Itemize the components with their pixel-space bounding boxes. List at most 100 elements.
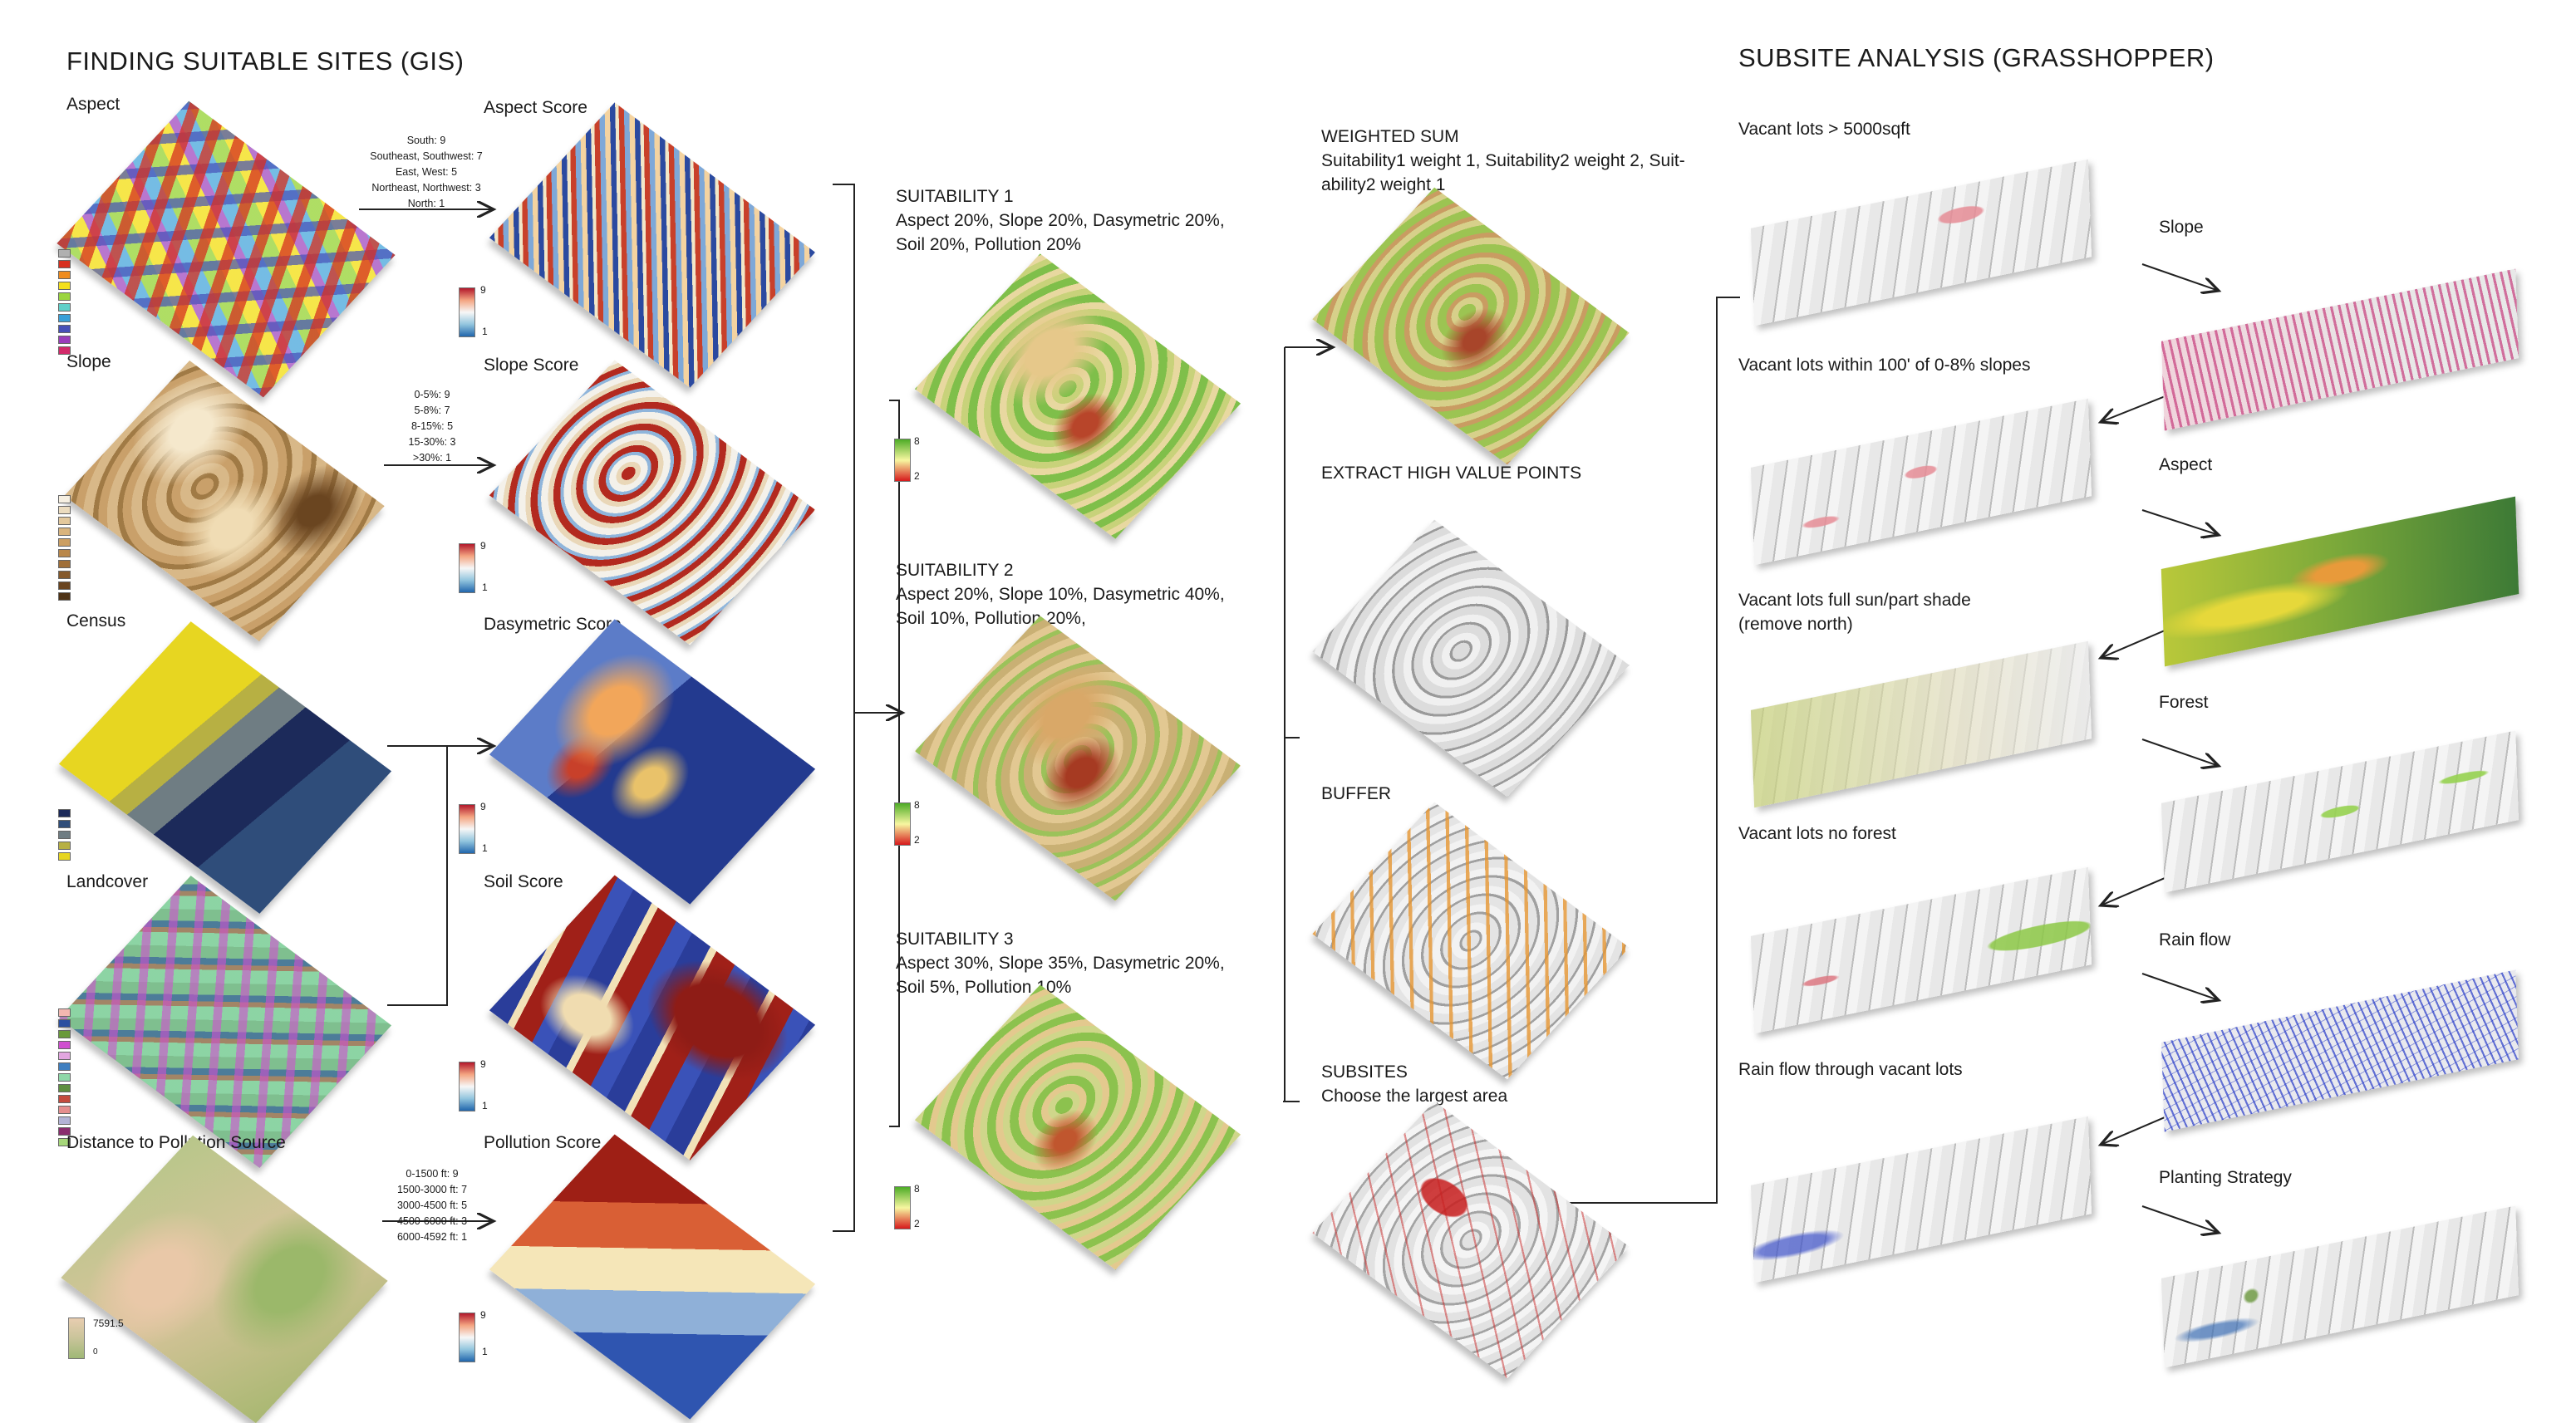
soil-score-label: Soil Score	[484, 872, 563, 891]
legend-row	[58, 1007, 75, 1018]
legend-swatch	[58, 527, 71, 536]
aspect-score-ramp-bottom: 1	[482, 326, 488, 337]
suitability-2-ramp-top: 8	[914, 799, 920, 811]
slope-score-ramp-bottom: 1	[482, 581, 488, 593]
arrow-r5	[2141, 1205, 2219, 1233]
slope-legend	[58, 493, 75, 601]
bracket-suitability-right	[889, 400, 900, 1127]
legend-row	[58, 537, 75, 547]
arrow-r1	[2141, 263, 2219, 291]
suitability-1-ramp-top: 8	[914, 435, 920, 447]
legend-row	[58, 1050, 75, 1061]
step-sun-label: Vacant lots full sun/part shade	[1738, 591, 1971, 610]
legend-row	[58, 1126, 75, 1136]
legend-row	[58, 323, 75, 334]
arrow-r3	[2141, 738, 2219, 766]
legend-swatch	[58, 281, 71, 290]
legend-swatch	[58, 851, 71, 861]
pollution-rule: 0-1500 ft: 9	[406, 1168, 459, 1180]
suitability-3-ramp	[894, 1186, 911, 1229]
legend-swatch	[58, 1105, 71, 1114]
aspect-rule: Southeast, Southwest: 7	[370, 150, 483, 162]
slope-score-ramp-top: 9	[480, 540, 486, 552]
legend-row	[58, 807, 75, 818]
legend-swatch	[58, 1126, 71, 1136]
arrow-r2	[2141, 509, 2219, 535]
legend-swatch	[58, 1018, 71, 1028]
legend-row	[58, 829, 75, 840]
suitability-3-text: SUITABILITY 3 Aspect 30%, Slope 35%, Das…	[896, 927, 1225, 999]
suitability-2-weights-a: Aspect 20%, Slope 10%, Dasymetric 40%,	[896, 585, 1225, 604]
weighted-sum-desc-b: ability2 weight 1	[1321, 175, 1446, 194]
suitability-1-text: SUITABILITY 1 Aspect 20%, Slope 20%, Das…	[896, 184, 1225, 257]
legend-swatch	[58, 1083, 71, 1092]
legend-row	[58, 291, 75, 302]
legend-swatch	[58, 1040, 71, 1049]
suitability-1-title: SUITABILITY 1	[896, 187, 1014, 206]
legend-row	[58, 1136, 75, 1147]
legend-row	[58, 1104, 75, 1115]
pollution-score-ramp-bottom: 1	[482, 1346, 488, 1357]
legend-row	[58, 312, 75, 323]
legend-swatch	[58, 1008, 71, 1017]
arrow-r4	[2141, 973, 2219, 1000]
weighted-sum-text: WEIGHTED SUM Suitability1 weight 1, Suit…	[1321, 125, 1685, 197]
dasymetric-score-ramp-top: 9	[480, 801, 486, 812]
pollution-ramp-bottom: 0	[93, 1347, 98, 1357]
dasymetric-score-label: Dasymetric Score	[484, 615, 622, 634]
aspect-rule: North: 1	[407, 198, 445, 209]
legend-swatch	[58, 1029, 71, 1038]
aspect-rules: South: 9 Southeast, Southwest: 7 East, W…	[356, 133, 497, 212]
suitability-1-weights-b: Soil 20%, Pollution 20%	[896, 235, 1081, 254]
legend-row	[58, 1115, 75, 1126]
legend-row	[58, 840, 75, 851]
pollution-distance-ramp	[68, 1318, 85, 1359]
slope-rule: 0-5%: 9	[414, 389, 450, 400]
suitability-1-ramp	[894, 439, 911, 482]
soil-score-ramp-bottom: 1	[482, 1100, 488, 1111]
legend-row	[58, 580, 75, 591]
step-sun-text: Vacant lots full sun/part shade (remove …	[1738, 588, 1971, 636]
weighted-sum-title: WEIGHTED SUM	[1321, 127, 1459, 146]
legend-row	[58, 818, 75, 829]
legend-swatch	[58, 808, 71, 817]
pollution-rules: 0-1500 ft: 9 1500-3000 ft: 7 3000-4500 f…	[374, 1166, 490, 1245]
legend-swatch	[58, 292, 71, 301]
subsites-title: SUBSITES	[1321, 1062, 1408, 1082]
gh-slope-label: Slope	[2159, 218, 2204, 237]
legend-row	[58, 1061, 75, 1072]
suitability-3-title: SUITABILITY 3	[896, 930, 1014, 949]
landcover-label: Landcover	[66, 872, 149, 891]
legend-swatch	[58, 516, 71, 525]
gis-section-title: FINDING SUITABLE SITES (GIS)	[66, 47, 465, 76]
gh-planting-label: Planting Strategy	[2159, 1168, 2292, 1187]
legend-swatch	[58, 259, 71, 268]
slope-score-label: Slope Score	[484, 356, 579, 375]
landcover-legend	[58, 1007, 75, 1147]
legend-row	[58, 334, 75, 345]
suitability-2-title: SUITABILITY 2	[896, 561, 1014, 580]
pollution-ramp-top: 7591.5	[93, 1318, 124, 1329]
aspect-score-ramp	[459, 287, 475, 337]
legend-swatch	[58, 1062, 71, 1071]
census-label: Census	[66, 611, 126, 631]
suitability-3-ramp-bottom: 2	[914, 1218, 920, 1229]
legend-row	[58, 851, 75, 861]
legend-row	[58, 515, 75, 526]
weighted-sum-desc-a: Suitability1 weight 1, Suitability2 weig…	[1321, 151, 1685, 170]
legend-swatch	[58, 559, 71, 568]
aspect-rule: East, West: 5	[395, 166, 458, 178]
aspect-legend	[58, 248, 75, 356]
slope-score-ramp	[459, 543, 475, 593]
legend-row	[58, 345, 75, 356]
legend-swatch	[58, 313, 71, 322]
legend-swatch	[58, 1094, 71, 1103]
gh-aspect-label: Aspect	[2159, 455, 2213, 474]
legend-swatch	[58, 346, 71, 355]
slope-rule: 5-8%: 7	[414, 405, 450, 416]
dasymetric-score-ramp-bottom: 1	[482, 842, 488, 854]
legend-row	[58, 1082, 75, 1093]
legend-swatch	[58, 591, 71, 601]
dasymetric-score-ramp	[459, 804, 475, 854]
suitability-3-ramp-top: 8	[914, 1183, 920, 1195]
